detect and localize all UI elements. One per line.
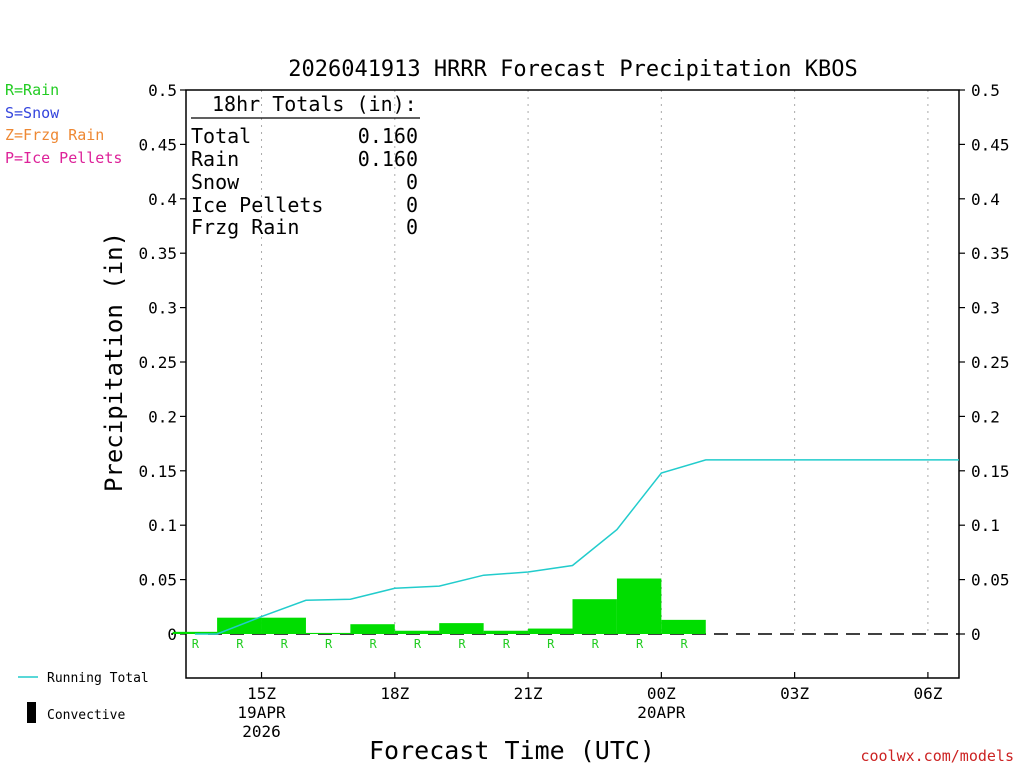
legend-freezing-rain: Z=Frzg Rain	[5, 126, 104, 144]
precip-bar	[172, 631, 218, 634]
convective-legend-label: Convective	[47, 708, 125, 723]
precip-type-marker: R	[680, 637, 688, 651]
running-total-legend-label: Running Total	[47, 671, 149, 686]
convective-swatch	[27, 702, 36, 723]
y-tick-label-left: 0.05	[138, 571, 177, 590]
x-tick-label: 06Z	[913, 684, 942, 703]
totals-total-label: Total	[191, 124, 251, 148]
x-tick-label: 18Z	[380, 684, 409, 703]
totals-header: 18hr Totals (in):	[212, 92, 417, 116]
y-tick-label-right: 0.3	[971, 299, 1000, 318]
precip-bar	[572, 599, 617, 634]
precip-type-marker: R	[414, 637, 422, 651]
vertical-gridlines	[261, 90, 929, 634]
legend-snow: S=Snow	[5, 104, 60, 122]
y-tick-label-left: 0.2	[148, 407, 177, 426]
y-tick-label-right: 0.35	[971, 244, 1010, 263]
precip-bar	[261, 617, 306, 634]
y-axis-label: Precipitation (in)	[100, 232, 128, 492]
x-tick-label: 21Z	[514, 684, 543, 703]
totals-total-value: 0.160	[358, 124, 418, 148]
precip-bar	[439, 623, 484, 634]
y-tick-label-right: 0	[971, 625, 981, 644]
plot-frame	[185, 89, 960, 679]
y-tick-label-left: 0.25	[138, 353, 177, 372]
precip-bar	[394, 630, 440, 634]
x-tick-label: 19APR	[237, 703, 286, 722]
legend-rain: R=Rain	[5, 81, 59, 99]
precip-type-marker: R	[281, 637, 289, 651]
chart-title: 2026041913 HRRR Forecast Precipitation K…	[288, 57, 858, 82]
totals-ice-pellets-value: 0	[406, 193, 418, 217]
totals-rain-value: 0.160	[358, 147, 418, 171]
y-tick-label-right: 0.15	[971, 462, 1010, 481]
x-tick-label: 00Z	[647, 684, 676, 703]
precip-bar	[528, 628, 573, 634]
totals-rain-label: Rain	[191, 147, 239, 171]
y-tick-label-left: 0.35	[138, 244, 177, 263]
y-tick-label-right: 0.25	[971, 353, 1010, 372]
y-tick-label-left: 0.4	[148, 190, 177, 209]
y-tick-label-right: 0.4	[971, 190, 1000, 209]
totals-freezing-rain-value: 0	[406, 215, 418, 239]
y-axis-ticks: 0 00.05 0.050.1 0.10.15 0.150.2 0.20.25 0.250.…	[138, 81, 1009, 644]
precip-type-marker: R	[369, 637, 377, 651]
precip-type-marker: R	[192, 637, 200, 651]
y-tick-label-left: 0.5	[148, 81, 177, 100]
totals-ice-pellets-label: Ice Pellets	[191, 193, 323, 217]
y-tick-label-left: 0.3	[148, 299, 177, 318]
totals-freezing-rain-label: Frzg Rain	[191, 215, 299, 239]
precip-type-marker: R	[636, 637, 644, 651]
totals-snow-label: Snow	[191, 170, 240, 194]
y-tick-label-right: 0.5	[971, 81, 1000, 100]
totals-snow-value: 0	[406, 170, 418, 194]
precip-type-marker: R	[503, 637, 511, 651]
totals-box: 18hr Totals (in): Total 0.160 Rain 0.160…	[191, 92, 420, 239]
x-tick-label: 15Z	[247, 684, 276, 703]
y-tick-label-right: 0.2	[971, 407, 1000, 426]
precip-bar	[661, 619, 706, 634]
x-axis-label: Forecast Time (UTC)	[369, 736, 655, 765]
y-tick-label-right: 0.45	[971, 135, 1010, 154]
x-tick-label: 20APR	[637, 703, 686, 722]
precip-bar	[305, 632, 351, 634]
x-tick-label: 03Z	[780, 684, 809, 703]
x-tick-label: 2026	[242, 722, 281, 741]
bottom-legend: Running Total Convective	[18, 671, 149, 723]
precip-bars	[172, 578, 706, 634]
precip-bar	[616, 578, 662, 634]
precip-type-marker: R	[236, 637, 244, 651]
precip-bar	[350, 624, 395, 634]
precip-type-marker: R	[547, 637, 555, 651]
credit-text: coolwx.com/models	[860, 747, 1014, 765]
y-tick-label-left: 0.15	[138, 462, 177, 481]
y-tick-label-right: 0.05	[971, 571, 1010, 590]
legend-ice-pellets: P=Ice Pellets	[5, 149, 122, 167]
running-total-line	[194, 459, 959, 635]
precip-type-legend: R=Rain S=Snow Z=Frzg Rain P=Ice Pellets	[5, 81, 122, 167]
precip-type-marker: R	[325, 637, 333, 651]
precip-bar	[483, 630, 529, 634]
y-tick-label-right: 0.1	[971, 516, 1000, 535]
y-tick-label-left: 0.1	[148, 516, 177, 535]
y-tick-label-left: 0.45	[138, 135, 177, 154]
precip-type-marker: R	[592, 637, 600, 651]
precip-type-marker: R	[458, 637, 466, 651]
y-tick-label-left: 0	[167, 625, 177, 644]
